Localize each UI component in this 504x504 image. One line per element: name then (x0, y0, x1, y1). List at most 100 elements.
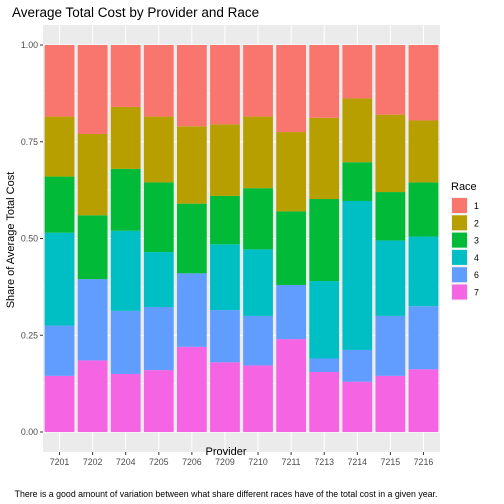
legend-label-race-4: 4 (474, 253, 479, 263)
bar-segment-race-3-7204 (110, 168, 141, 231)
bar-segment-race-4-7209 (210, 244, 240, 311)
bar-segment-race-1-7214 (342, 45, 373, 99)
bar-segment-race-6-7209 (210, 310, 240, 363)
y-tick-label: 0.75 (21, 137, 38, 147)
bar-segment-race-2-7204 (110, 106, 141, 169)
bar-segment-race-6-7206 (176, 273, 207, 347)
bar-segment-race-1-7213 (309, 45, 340, 118)
bar-segment-race-7-7211 (276, 339, 307, 432)
bar-segment-race-6-7214 (342, 349, 373, 382)
bar-segment-race-7-7216 (408, 369, 439, 432)
bar-segment-race-6-7205 (143, 306, 174, 371)
bar-segment-race-3-7205 (143, 182, 174, 253)
bar-segment-race-1-7201 (44, 45, 75, 117)
bar-segment-race-4-7215 (375, 240, 406, 316)
bar-segment-race-3-7215 (375, 192, 406, 241)
x-tick-label: 7216 (414, 457, 434, 467)
bar-segment-race-6-7210 (243, 315, 273, 366)
y-tick-label: 0.00 (21, 427, 38, 437)
bar-segment-race-3-7201 (44, 176, 75, 233)
bar-segment-race-1-7209 (210, 45, 240, 125)
bar-segment-race-6-7213 (309, 358, 340, 373)
bar-segment-race-7-7204 (110, 373, 141, 432)
bar-segment-race-6-7201 (44, 325, 75, 376)
bar-segment-race-6-7216 (408, 306, 439, 370)
bar-segment-race-7-7215 (375, 375, 406, 432)
legend-title: Race (451, 181, 477, 193)
bar-segment-race-4-7205 (143, 252, 174, 307)
legend-label-race-1: 1 (474, 201, 479, 211)
legend-label-race-6: 6 (474, 270, 479, 280)
bar-segment-race-7-7202 (77, 360, 108, 432)
bar-segment-race-1-7205 (143, 45, 174, 117)
bar-segment-race-6-7211 (276, 284, 307, 340)
bar-segment-race-7-7205 (143, 370, 174, 432)
bar-segment-race-6-7202 (77, 279, 108, 361)
plot-panel (43, 25, 440, 452)
legend-label-race-7: 7 (474, 288, 479, 298)
x-tick-label: 7206 (182, 457, 202, 467)
y-tick-label: 0.25 (21, 330, 38, 340)
legend: Race 1 2 3 4 6 7 (451, 181, 479, 301)
x-tick-label: 7213 (314, 457, 334, 467)
bar-segment-race-7-7214 (342, 381, 373, 432)
x-tick-label: 7202 (83, 457, 103, 467)
y-axis-title: Share of Average Total Cost (5, 172, 17, 309)
legend-swatch-race-3 (452, 232, 467, 248)
chart-title: Average Total Cost by Provider and Race (12, 5, 259, 20)
bar-segment-race-1-7211 (276, 45, 307, 133)
bar-segment-race-2-7201 (44, 116, 75, 177)
bar-segment-race-4-7201 (44, 232, 75, 326)
bar-segment-race-2-7214 (342, 98, 373, 163)
x-tick-label: 7209 (215, 457, 235, 467)
legend-swatch-race-6 (452, 267, 467, 283)
bar-segment-race-3-7213 (309, 199, 340, 282)
bar-segment-race-2-7206 (176, 126, 207, 204)
bar-segment-race-3-7206 (176, 203, 207, 274)
x-tick-label: 7210 (248, 457, 268, 467)
bar-segment-race-4-7210 (243, 249, 273, 316)
bar-segment-race-7-7209 (210, 362, 240, 432)
bar-segment-race-1-7206 (176, 45, 207, 127)
bar-segment-race-4-7214 (342, 200, 373, 350)
bar-segment-race-7-7213 (309, 372, 340, 432)
bar-segment-race-1-7210 (243, 45, 273, 117)
bar-segment-race-7-7210 (243, 365, 273, 432)
bar-segment-race-2-7210 (243, 116, 273, 189)
x-tick-label: 7211 (282, 457, 301, 467)
bar-segment-race-4-7216 (408, 236, 439, 307)
legend-label-race-3: 3 (474, 236, 479, 246)
bar-segment-race-3-7214 (342, 162, 373, 201)
bar-segment-race-3-7209 (210, 195, 240, 245)
bar-segment-race-3-7211 (276, 211, 307, 285)
legend-label-race-2: 2 (474, 218, 479, 228)
bar-segment-race-2-7216 (408, 120, 439, 183)
bar-segment-race-4-7213 (309, 281, 340, 359)
chart-caption: There is a good amount of variation betw… (15, 489, 438, 499)
bar-segment-race-7-7206 (176, 346, 207, 432)
legend-swatch-race-7 (452, 284, 467, 300)
legend-swatch-race-1 (452, 198, 467, 213)
bar-segment-race-1-7215 (375, 45, 406, 115)
bar-segment-race-4-7204 (110, 230, 141, 311)
bar-segment-race-3-7216 (408, 182, 439, 237)
legend-swatch-race-4 (452, 249, 467, 265)
bar-segment-race-7-7201 (44, 375, 75, 432)
legend-swatch-race-2 (452, 215, 467, 231)
x-tick-label: 7204 (116, 457, 136, 467)
x-axis-title: Provider (206, 446, 247, 458)
x-tick-label: 7215 (381, 457, 401, 467)
bar-segment-race-2-7202 (77, 134, 108, 216)
bar-segment-race-6-7204 (110, 310, 141, 374)
y-tick-label: 0.50 (21, 234, 38, 244)
bar-segment-race-3-7202 (77, 215, 108, 280)
y-tick-label: 1.00 (21, 40, 38, 50)
x-tick-label: 7205 (149, 457, 169, 467)
x-tick-label: 7201 (50, 457, 70, 467)
bar-segment-race-3-7210 (243, 188, 273, 250)
bar-segment-race-1-7202 (77, 45, 108, 135)
bar-segment-race-2-7205 (143, 116, 174, 183)
bar-segment-race-1-7204 (110, 45, 141, 107)
bar-segment-race-2-7213 (309, 117, 340, 200)
